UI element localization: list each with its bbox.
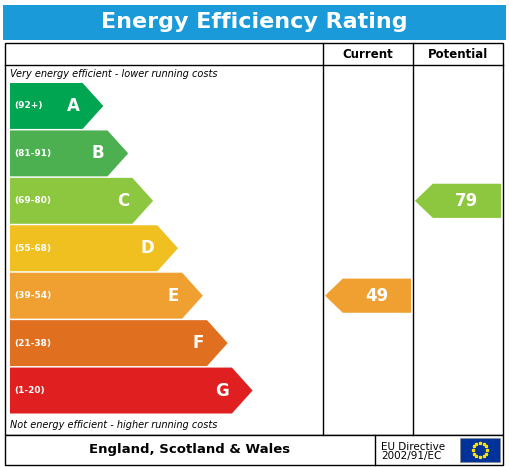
Text: (1-20): (1-20)	[14, 386, 45, 395]
Text: (39-54): (39-54)	[14, 291, 51, 300]
Polygon shape	[415, 184, 501, 218]
Text: F: F	[193, 334, 204, 352]
Polygon shape	[10, 178, 153, 224]
Bar	[3, 5, 506, 40]
Polygon shape	[10, 130, 128, 177]
Bar	[5, 435, 503, 465]
Text: (55-68): (55-68)	[14, 244, 51, 253]
Text: C: C	[117, 192, 129, 210]
Text: 79: 79	[455, 192, 478, 210]
Text: E: E	[168, 287, 179, 304]
Text: A: A	[67, 97, 79, 115]
Text: (69-80): (69-80)	[14, 196, 51, 205]
Bar	[5, 43, 503, 435]
Text: (81-91): (81-91)	[14, 149, 51, 158]
Text: Current: Current	[343, 48, 393, 61]
Polygon shape	[10, 273, 203, 318]
Polygon shape	[10, 320, 228, 366]
Text: Not energy efficient - higher running costs: Not energy efficient - higher running co…	[10, 420, 217, 430]
Polygon shape	[10, 83, 103, 129]
Text: (92+): (92+)	[14, 101, 42, 111]
Polygon shape	[325, 279, 411, 313]
Text: (21-38): (21-38)	[14, 339, 51, 347]
Polygon shape	[10, 368, 252, 413]
Bar	[460, 438, 500, 462]
Text: 2002/91/EC: 2002/91/EC	[381, 451, 441, 461]
Text: Energy Efficiency Rating: Energy Efficiency Rating	[101, 13, 408, 33]
Text: England, Scotland & Wales: England, Scotland & Wales	[90, 444, 291, 457]
Text: 49: 49	[365, 287, 388, 304]
Text: EU Directive: EU Directive	[381, 442, 445, 452]
Polygon shape	[10, 225, 178, 271]
Text: G: G	[215, 382, 229, 400]
Text: Potential: Potential	[428, 48, 488, 61]
Text: D: D	[140, 239, 154, 257]
Text: B: B	[92, 144, 104, 163]
Text: Very energy efficient - lower running costs: Very energy efficient - lower running co…	[10, 69, 217, 79]
